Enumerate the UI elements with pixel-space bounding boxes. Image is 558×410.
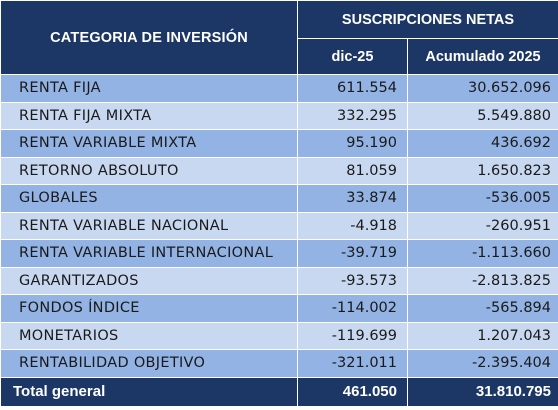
table-row: RENTA VARIABLE MIXTA 95.190 436.692 [0,129,558,158]
accumulated-value-cell: -1.113.660 [407,239,558,268]
accumulated-value-cell: -2.395.404 [407,349,558,378]
month-value-cell: -119.699 [297,321,408,350]
accumulated-column-header: Acumulado 2025 [407,38,558,75]
accumulated-value-cell: -536.005 [407,184,558,213]
month-value-cell: 33.874 [297,184,408,213]
accumulated-value-cell: -2.813.825 [407,266,558,295]
month-value-cell: -4.918 [297,211,408,240]
month-value-cell: -321.011 [297,349,408,378]
category-cell: RENTA VARIABLE MIXTA [0,129,298,158]
category-cell: RENTA FIJA [0,74,298,103]
category-cell: RENTA VARIABLE INTERNACIONAL [0,239,298,268]
month-value-cell: 611.554 [297,74,408,103]
table-row: RETORNO ABSOLUTO 81.059 1.650.823 [0,156,558,185]
month-value-cell: 332.295 [297,101,408,130]
total-month-value: 461.050 [297,376,408,407]
table-row: RENTA VARIABLE NACIONAL -4.918 -260.951 [0,211,558,240]
accumulated-value-cell: 1.207.043 [407,321,558,350]
total-row: Total general 461.050 31.810.795 [0,376,558,407]
total-accumulated-value: 31.810.795 [407,376,558,407]
month-value-cell: -93.573 [297,266,408,295]
category-cell: FONDOS ÍNDICE [0,294,298,323]
table-row: RENTA VARIABLE INTERNACIONAL -39.719 -1.… [0,239,558,268]
month-value-cell: 95.190 [297,129,408,158]
category-cell: MONETARIOS [0,321,298,350]
table-row: RENTABILIDAD OBJETIVO -321.011 -2.395.40… [0,349,558,378]
accumulated-value-cell: -565.894 [407,294,558,323]
accumulated-value-cell: 30.652.096 [407,74,558,103]
category-cell: GARANTIZADOS [0,266,298,295]
table-row: RENTA FIJA MIXTA 332.295 5.549.880 [0,101,558,130]
table-row: FONDOS ÍNDICE -114.002 -565.894 [0,294,558,323]
month-column-header: dic-25 [297,38,408,75]
category-cell: RETORNO ABSOLUTO [0,156,298,185]
total-label: Total general [0,376,298,407]
table-row: RENTA FIJA 611.554 30.652.096 [0,74,558,103]
category-cell: RENTA FIJA MIXTA [0,101,298,130]
month-value-cell: -39.719 [297,239,408,268]
month-value-cell: -114.002 [297,294,408,323]
category-cell: RENTA VARIABLE NACIONAL [0,211,298,240]
category-cell: GLOBALES [0,184,298,213]
category-cell: RENTABILIDAD OBJETIVO [0,349,298,378]
category-column-header: CATEGORIA DE INVERSIÓN [0,0,298,75]
table-row: GARANTIZADOS -93.573 -2.813.825 [0,266,558,295]
table-row: MONETARIOS -119.699 1.207.043 [0,321,558,350]
net-subscriptions-group-header: SUSCRIPCIONES NETAS [297,0,558,39]
accumulated-value-cell: -260.951 [407,211,558,240]
table-row: GLOBALES 33.874 -536.005 [0,184,558,213]
accumulated-value-cell: 436.692 [407,129,558,158]
month-value-cell: 81.059 [297,156,408,185]
accumulated-value-cell: 1.650.823 [407,156,558,185]
accumulated-value-cell: 5.549.880 [407,101,558,130]
